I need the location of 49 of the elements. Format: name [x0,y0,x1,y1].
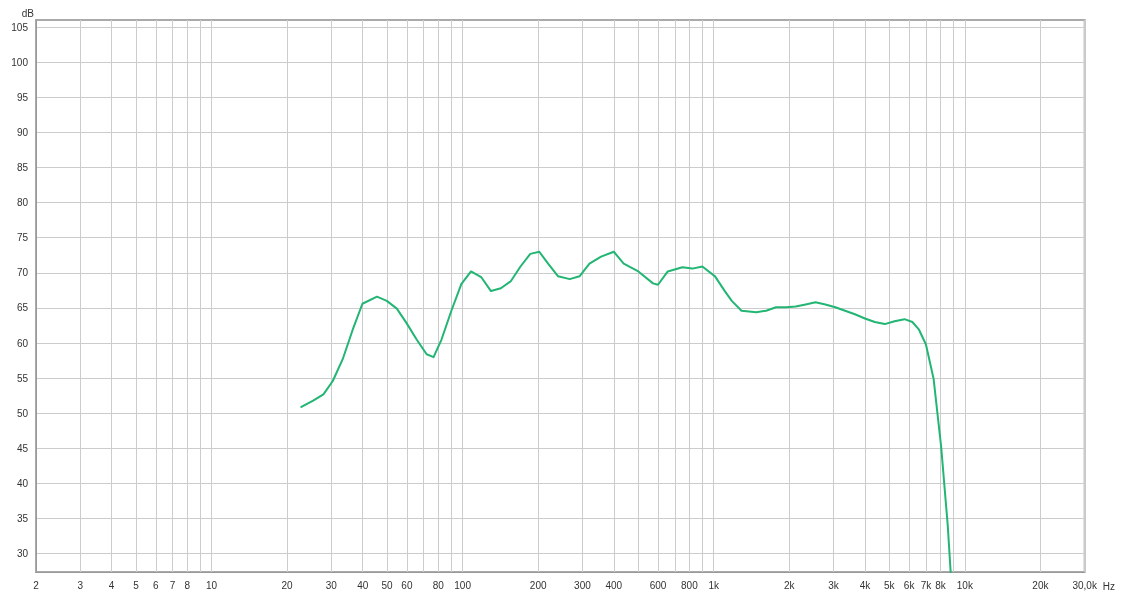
y-tick-label: 55 [16,372,29,384]
y-tick-label: 70 [16,267,29,279]
x-tick-label: 20k [1032,579,1050,591]
x-tick-label: 10k [956,579,974,591]
x-tick-label: 1k [708,579,721,591]
x-tick-label: 20 [281,579,294,591]
y-tick-label: 90 [16,126,29,138]
y-tick-label: 60 [16,337,29,349]
x-tick-label: 200 [529,579,547,591]
x-tick-label: 4 [108,579,115,591]
x-tick-label: 400 [605,579,623,591]
x-tick-label: 3 [77,579,84,591]
y-tick-label: 85 [16,161,29,173]
x-tick-label: 800 [681,579,699,591]
x-tick-label: 5 [133,579,140,591]
y-tick-label: 50 [16,407,29,419]
x-tick-label: 100 [454,579,472,591]
y-tick-label: 80 [16,197,29,209]
x-tick-label: 7k [920,579,933,591]
x-tick-label: 10 [205,579,218,591]
x-tick-label: 2k [784,579,796,591]
y-tick-label: 65 [16,302,29,314]
x-tick-label: 60 [401,579,413,591]
y-tick-label: 40 [16,478,29,490]
x-tick-label: 8k [935,579,947,591]
y-tick-label: 30 [16,548,29,560]
x-tick-label: 40 [357,579,369,591]
x-tick-label: 50 [381,579,394,591]
x-tick-label: 6k [903,579,916,591]
y-tick-label: 95 [16,91,29,103]
x-tick-label: 4k [859,579,872,591]
y-tick-label: 35 [16,513,29,525]
x-tick-label: 30,0k [1072,579,1098,591]
y-tick-label: 105 [11,21,29,33]
x-tick-label: 600 [649,579,667,591]
x-tick-label: 8 [184,579,191,591]
x-tick-label: 7 [169,579,176,591]
x-tick-label: 6 [153,579,160,591]
y-axis-title: dB [21,7,35,19]
x-tick-label: 2 [33,579,40,591]
x-tick-label: 3k [828,579,840,591]
x-axis-title: Hz [1102,580,1116,592]
y-tick-label: 75 [16,232,29,244]
x-tick-label: 80 [432,579,445,591]
x-tick-label: 30 [325,579,338,591]
y-tick-label: 45 [16,442,29,454]
y-tick-label: 100 [11,56,29,68]
x-tick-label: 5k [883,579,896,591]
x-tick-label: 300 [574,579,592,591]
